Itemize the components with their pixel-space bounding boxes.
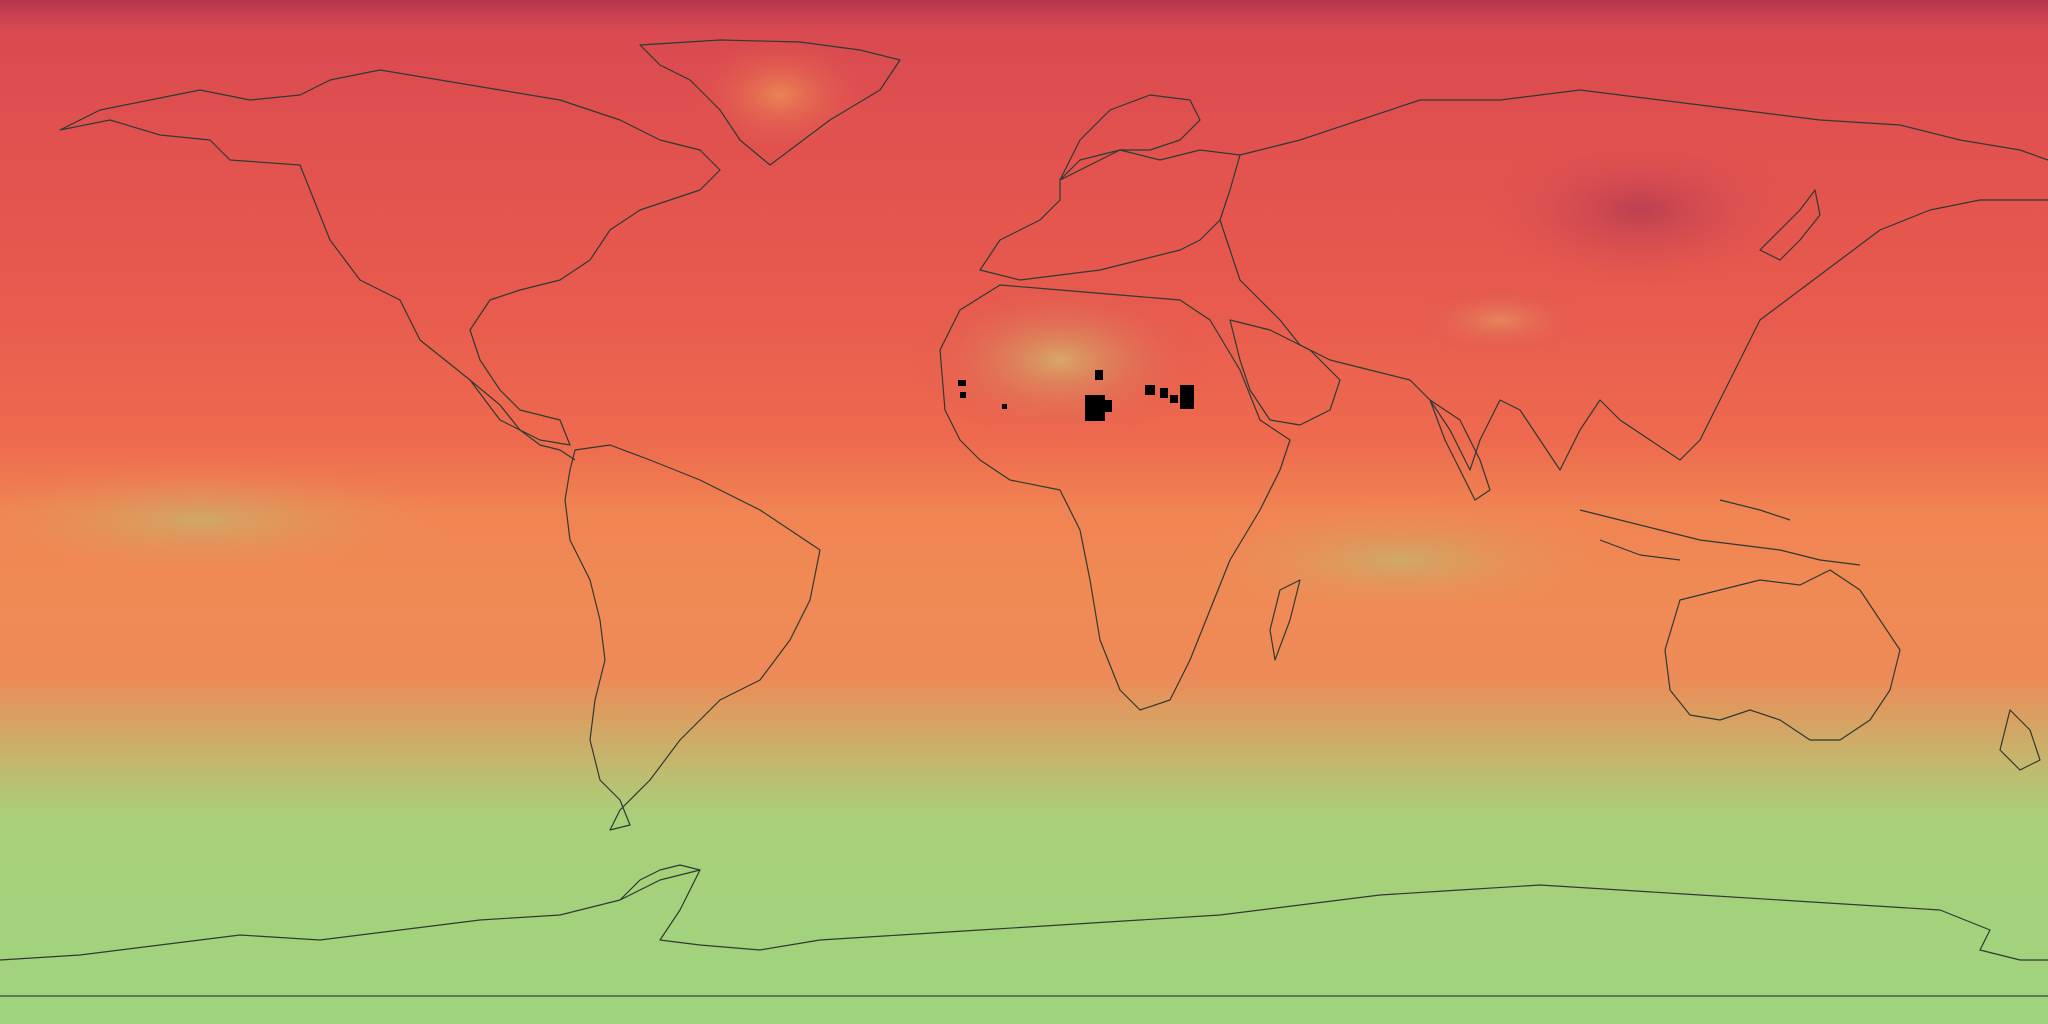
africa-coast	[939, 284, 1291, 711]
indian-ocean-anomaly	[1180, 500, 1620, 620]
central-america-coast	[469, 379, 576, 461]
scandinavia-coast	[1059, 94, 1201, 181]
nodata-cells	[958, 370, 1194, 421]
coastlines	[0, 39, 2048, 961]
india-coast	[1429, 399, 1491, 501]
siberia-anomaly	[1470, 130, 1810, 290]
tibet-anomaly	[1410, 285, 1590, 355]
antarctic-peninsula-coast	[619, 864, 701, 901]
arabia-coast	[1229, 319, 1341, 426]
antarctica-coast	[0, 869, 2048, 961]
japan-coast	[1759, 189, 1821, 261]
new-zealand-coast	[1999, 709, 2041, 771]
tropical-pacific-anomaly	[0, 460, 450, 580]
greenland-coast	[639, 39, 901, 166]
north-america-coast	[59, 69, 721, 446]
sahara-anomaly	[910, 280, 1210, 440]
madagascar-coast	[1269, 579, 1301, 661]
south-america-coast	[564, 444, 821, 831]
greenland-anomaly	[690, 35, 870, 155]
australia-coast	[1664, 569, 1901, 741]
indonesia-coast	[1579, 499, 1861, 566]
